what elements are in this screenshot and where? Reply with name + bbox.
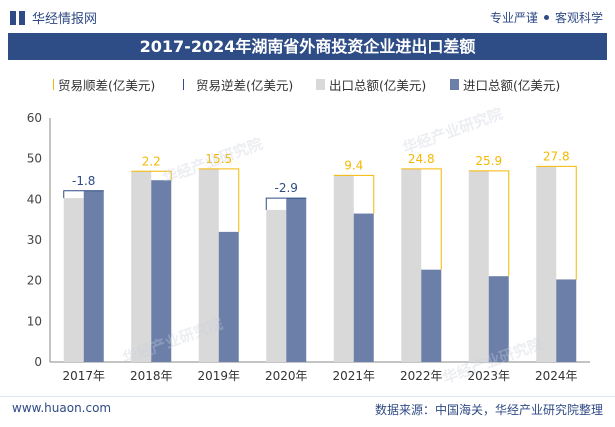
bar-export — [333, 175, 354, 362]
surplus-bracket — [401, 168, 442, 270]
footer-website: www.huaon.com — [12, 401, 112, 415]
chart-legend: 贸易顺差(亿美元) 贸易逆差(亿美元) 出口总额(亿美元) 进口总额(亿美元) — [0, 72, 615, 94]
deficit-bracket — [265, 197, 307, 210]
bar-import — [488, 276, 509, 362]
legend-export-swatch — [316, 79, 325, 90]
tagline-right: 客观科学 — [554, 11, 603, 25]
logo-text: 华经情报网 — [32, 12, 98, 27]
bar-import — [556, 279, 577, 362]
y-tick-label: 10 — [27, 314, 42, 328]
chart-canvas: 0 10 20 30 40 50 60 -1.8 2017年 2.2 2018年 15.5 2019年 -… — [27, 111, 590, 383]
surplus-bracket — [333, 174, 375, 214]
x-tick-label: 2018年 — [130, 369, 173, 383]
bar-export — [536, 166, 557, 362]
bar-export — [131, 171, 152, 362]
tagline-left: 专业严谨 — [489, 11, 538, 25]
y-tick-label: 50 — [27, 152, 42, 166]
legend-deficit-swatch — [183, 79, 192, 90]
bar-import — [286, 198, 307, 362]
legend-deficit: 贸易逆差(亿美元) — [183, 75, 293, 94]
balance-label: 2.2 — [142, 154, 161, 168]
footer-divider — [0, 396, 615, 397]
legend-import-swatch — [450, 79, 459, 90]
bar-export — [198, 168, 219, 362]
top-bar: 华经情报网 专业严谨 客观科学 — [0, 0, 615, 32]
y-tick-label: 30 — [27, 233, 42, 247]
legend-surplus: 贸易顺差(亿美元) — [45, 75, 155, 94]
logo-mark-icon — [10, 10, 26, 25]
balance-label: -2.9 — [275, 181, 298, 195]
chart-title: 2017-2024年湖南省外商投资企业进出口差额 — [8, 33, 607, 60]
y-tick-label: 60 — [27, 111, 42, 125]
legend-surplus-swatch — [45, 79, 54, 90]
balance-label: 27.8 — [543, 149, 570, 163]
legend-deficit-label: 贸易逆差(亿美元) — [196, 78, 294, 93]
footer-source: 数据来源：中国海关，华经产业研究院整理 — [374, 403, 603, 417]
bar-import — [151, 180, 172, 362]
balance-label: -1.8 — [72, 174, 95, 188]
x-tick-label: 2022年 — [400, 369, 443, 383]
x-tick-label: 2019年 — [197, 369, 240, 383]
balance-label: 24.8 — [408, 152, 435, 166]
balance-label: 15.5 — [205, 152, 232, 166]
deficit-bracket — [63, 190, 104, 199]
legend-export: 出口总额(亿美元) — [316, 75, 426, 94]
balance-label: 25.9 — [475, 154, 502, 168]
bar-export — [266, 209, 287, 362]
bar-import — [421, 269, 442, 362]
bar-import — [353, 213, 374, 362]
dot-icon — [543, 15, 549, 20]
bar-export — [63, 198, 84, 362]
legend-import-label: 进口总额(亿美元) — [463, 78, 561, 93]
x-tick-label: 2020年 — [265, 369, 308, 383]
balance-label: 9.4 — [344, 158, 363, 172]
surplus-bracket — [536, 165, 577, 280]
bar-export — [468, 170, 489, 362]
surplus-bracket — [468, 170, 510, 277]
y-tick-label: 20 — [27, 274, 42, 288]
bar-import — [218, 231, 239, 362]
legend-surplus-label: 贸易顺差(亿美元) — [58, 78, 156, 93]
x-tick-label: 2023年 — [467, 369, 510, 383]
legend-export-label: 出口总额(亿美元) — [329, 78, 427, 93]
x-tick-label: 2024年 — [535, 369, 578, 383]
surplus-bracket — [131, 170, 172, 181]
tagline: 专业严谨 客观科学 — [490, 9, 603, 26]
x-tick-label: 2021年 — [332, 369, 375, 383]
y-tick-label: 40 — [27, 192, 42, 206]
bar-export — [401, 168, 422, 362]
x-tick-label: 2017年 — [62, 369, 105, 383]
legend-import: 进口总额(亿美元) — [450, 75, 560, 94]
bar-import — [83, 190, 104, 362]
brand-logo: 华经情报网 — [10, 8, 97, 27]
surplus-bracket — [198, 168, 240, 232]
y-tick-label: 0 — [34, 355, 42, 369]
